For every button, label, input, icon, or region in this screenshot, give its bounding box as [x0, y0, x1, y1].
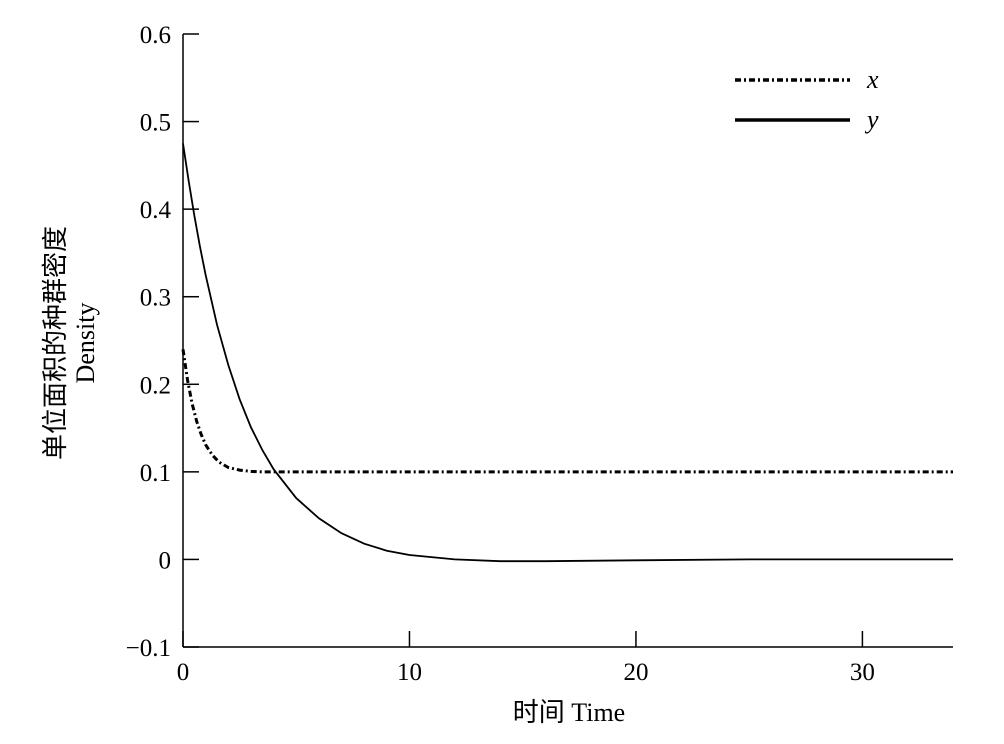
legend: xy [735, 65, 879, 134]
y-tick-label: 0.2 [140, 372, 171, 399]
legend-label-y: y [864, 105, 879, 134]
x-tick-label: 10 [397, 659, 422, 686]
y-tick-label: 0 [159, 547, 172, 574]
y-tick-label: 0.4 [140, 197, 172, 224]
y-axis-title-en: Density [71, 303, 100, 384]
x-tick-label: 20 [623, 659, 648, 686]
y-tick-label: −0.1 [126, 635, 171, 662]
x-tick-label: 0 [177, 659, 190, 686]
y-tick-label: 0.5 [140, 110, 171, 137]
axis-titles: 时间 Time 单位面积的种群密度 Density [41, 226, 625, 727]
legend-label-x: x [866, 65, 879, 94]
y-tick-label: 0.1 [140, 460, 171, 487]
series-line-y [182, 143, 953, 563]
series-lines [181, 143, 953, 563]
y-tick-label: 0.3 [140, 285, 171, 312]
axes: −0.100.10.20.30.40.50.60 10 20 30 [126, 22, 953, 686]
y-axis-title-zh: 单位面积的种群密度 [41, 226, 70, 460]
y-tick-label: 0.6 [140, 22, 171, 49]
x-tick-label: 30 [850, 659, 875, 686]
x-axis-title: 时间 Time [513, 698, 625, 727]
series-line-x [181, 349, 953, 474]
